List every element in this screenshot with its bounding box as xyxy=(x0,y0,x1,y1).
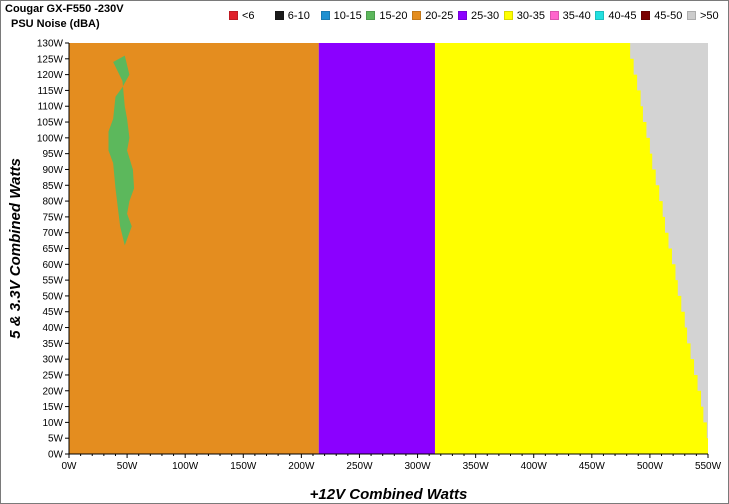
y-tick-label: 120W xyxy=(37,70,64,81)
y-tick-label: 0W xyxy=(48,450,64,461)
legend-label: >50 xyxy=(700,10,719,22)
noise-band-30-35 xyxy=(434,43,708,454)
legend: <6 6-10 10-15 15-20 20-25 25-30 30-35 35-40 40-4… xyxy=(1,1,728,31)
legend-swatch xyxy=(687,11,696,20)
x-tick-label: 200W xyxy=(288,461,315,472)
y-tick-label: 35W xyxy=(42,339,63,350)
x-tick-label: 450W xyxy=(579,461,606,472)
legend-label: 15-20 xyxy=(379,10,408,22)
chart-title: Cougar GX-F550 -230V xyxy=(5,3,124,15)
y-tick-label: 20W xyxy=(42,386,63,397)
y-tick-label: 40W xyxy=(42,323,63,334)
legend-label: 6-10 xyxy=(287,10,310,22)
noise-band-25-30 xyxy=(318,43,435,454)
x-tick-label: 0W xyxy=(62,461,78,472)
y-tick-label: 45W xyxy=(42,307,63,318)
y-tick-label: 115W xyxy=(38,86,64,97)
y-tick-label: 130W xyxy=(37,39,64,50)
y-tick-label: 10W xyxy=(42,418,63,429)
legend-swatch xyxy=(229,11,238,20)
y-tick-label: 70W xyxy=(42,228,63,239)
y-tick-label: 80W xyxy=(42,197,63,208)
legend-swatch xyxy=(595,11,605,20)
legend-label: <6 xyxy=(242,10,255,22)
x-tick-label: 350W xyxy=(463,461,490,472)
legend-label: 30-35 xyxy=(516,10,545,22)
y-tick-label: 100W xyxy=(37,133,64,144)
legend-label: 20-25 xyxy=(425,10,454,22)
x-tick-label: 100W xyxy=(172,461,199,472)
x-tick-label: 400W xyxy=(521,461,548,472)
legend-label: 35-40 xyxy=(562,10,591,22)
y-tick-label: 30W xyxy=(42,355,63,366)
y-tick-label: 65W xyxy=(42,244,63,255)
x-axis-title: +12V Combined Watts xyxy=(310,486,468,503)
y-tick-label: 125W xyxy=(37,54,64,65)
y-tick-label: 75W xyxy=(42,212,63,223)
y-axis-title: 5 & 3.3V Combined Watts xyxy=(7,158,24,339)
x-tick-label: 500W xyxy=(637,461,664,472)
legend-swatch xyxy=(366,11,376,20)
legend-label: 10-15 xyxy=(333,10,362,22)
legend-swatch xyxy=(549,11,559,20)
y-tick-label: 25W xyxy=(42,370,63,381)
x-tick-label: 150W xyxy=(230,461,257,472)
y-tick-label: 50W xyxy=(42,291,63,302)
y-tick-label: 95W xyxy=(42,149,63,160)
legend-swatch xyxy=(503,11,513,20)
y-tick-label: 85W xyxy=(42,181,63,192)
legend-swatch xyxy=(641,11,651,20)
x-tick-label: 250W xyxy=(346,461,373,472)
chart-subtitle: PSU Noise (dBA) xyxy=(11,18,100,30)
heatmap-cells xyxy=(69,43,708,454)
y-tick-label: 90W xyxy=(42,165,63,176)
y-tick-label: 60W xyxy=(42,260,63,271)
x-tick-label: 550W xyxy=(695,461,722,472)
legend-label: 40-45 xyxy=(608,10,637,22)
y-tick-label: 5W xyxy=(48,434,64,445)
legend-swatch xyxy=(412,11,422,20)
y-tick-label: 105W xyxy=(37,118,64,129)
noise-island-15-20 xyxy=(108,55,135,246)
y-tick-label: 15W xyxy=(42,402,63,413)
x-tick-label: 50W xyxy=(117,461,138,472)
y-tick-label: 110W xyxy=(38,102,64,113)
noise-band-20-25 xyxy=(69,43,319,454)
x-tick-label: 300W xyxy=(404,461,431,472)
legend-swatch xyxy=(274,11,284,20)
legend-label: 45-50 xyxy=(654,10,683,22)
y-tick-label: 55W xyxy=(42,276,63,287)
legend-swatch xyxy=(458,11,467,20)
legend-label: 25-30 xyxy=(471,10,500,22)
legend-swatch xyxy=(320,11,330,20)
